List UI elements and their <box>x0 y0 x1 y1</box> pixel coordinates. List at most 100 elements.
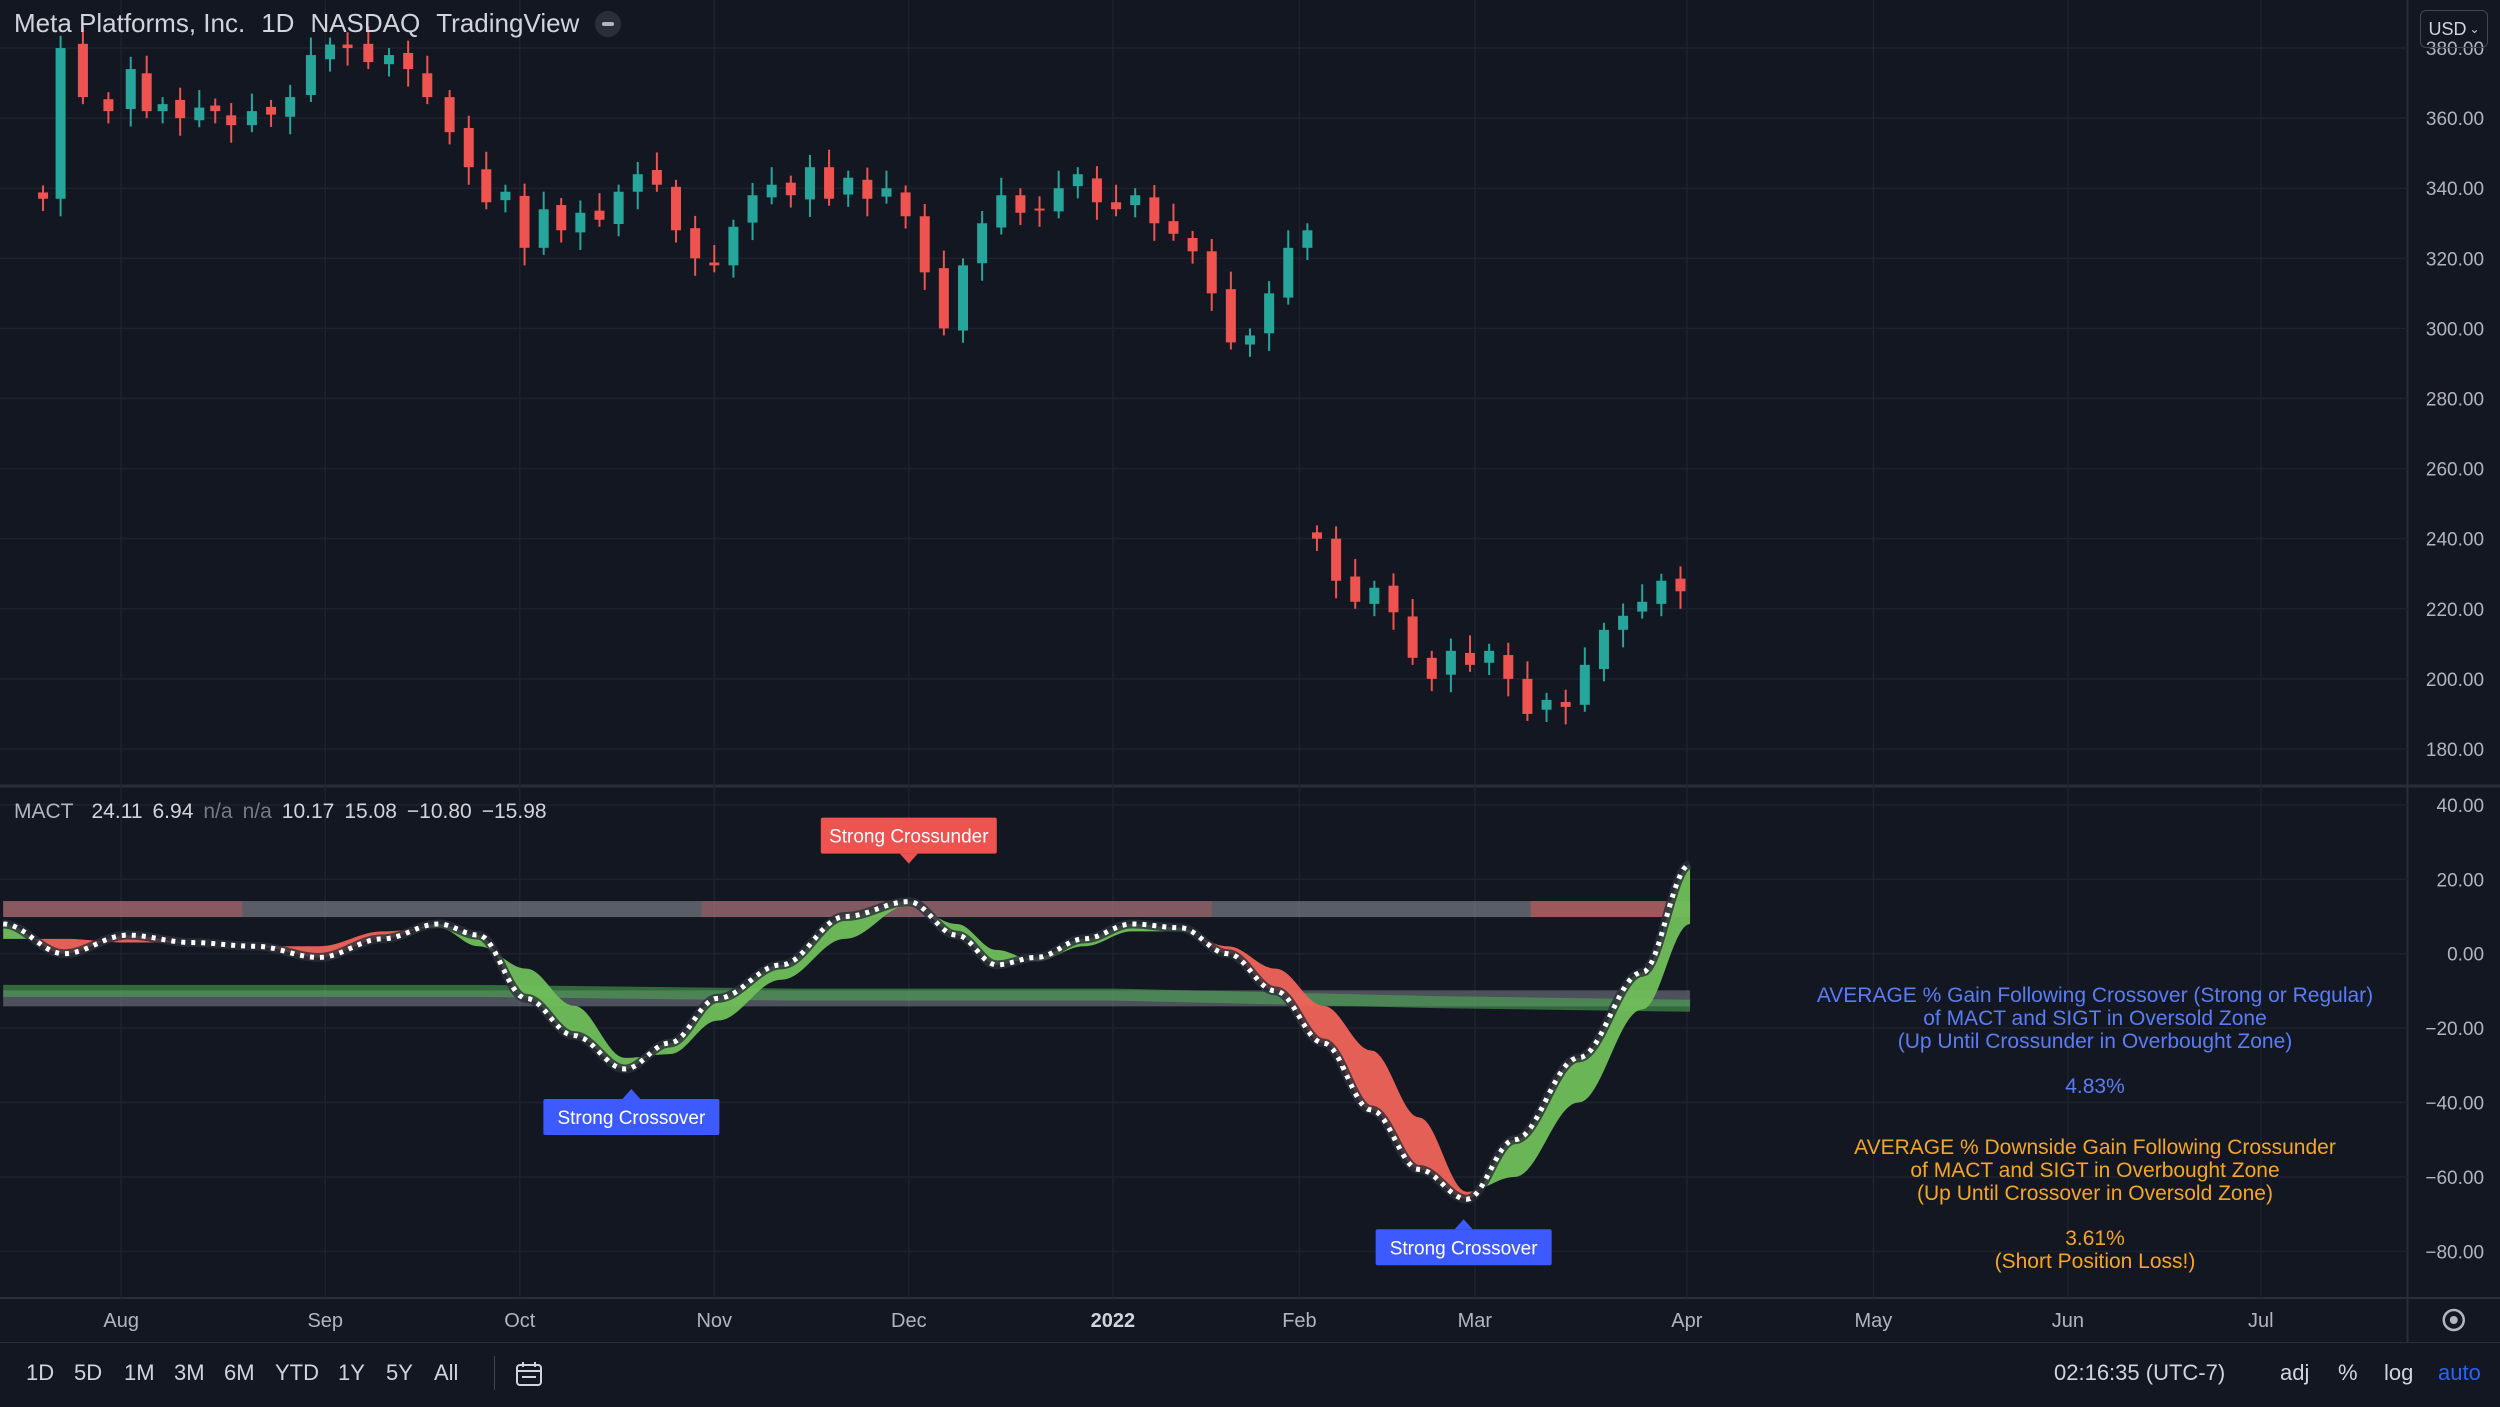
bottom-toolbar <box>0 1342 2500 1407</box>
candle <box>843 170 854 207</box>
candle <box>1503 642 1514 697</box>
candle <box>1206 239 1217 311</box>
timeframe-1y[interactable]: 1Y <box>338 1360 365 1385</box>
candle <box>305 37 316 103</box>
candle <box>246 93 257 133</box>
timeframe-all[interactable]: All <box>434 1360 459 1385</box>
timeframe-1m[interactable]: 1M <box>124 1360 155 1385</box>
indicator-value-2: 6.94 <box>152 800 194 823</box>
candle <box>481 151 492 210</box>
timeframe-5y[interactable]: 5Y <box>386 1360 413 1385</box>
candle <box>1445 638 1456 693</box>
candle <box>1656 573 1667 617</box>
indicator-value-7: −10.80 <box>406 800 472 823</box>
gain-stats-value: 4.83% <box>2065 1075 2125 1098</box>
candle <box>363 26 374 70</box>
candle <box>824 149 835 206</box>
candle <box>1015 188 1026 226</box>
candle <box>766 167 777 205</box>
candle <box>1484 643 1495 676</box>
indicator-value-4: n/a <box>242 800 272 823</box>
time-tick-label: 2022 <box>1091 1310 1136 1332</box>
collapse-legend-button[interactable] <box>595 10 622 37</box>
candle <box>38 185 49 212</box>
timeframe-3m[interactable]: 3M <box>174 1360 205 1385</box>
candle <box>556 198 567 243</box>
candle <box>1522 661 1533 721</box>
price-tick-label: 240.00 <box>2426 530 2484 551</box>
price-tick-label: 200.00 <box>2426 670 2484 691</box>
loss-stats-value: 3.61% <box>2065 1227 2125 1250</box>
log-toggle[interactable]: log <box>2384 1360 2414 1385</box>
candle <box>632 161 643 210</box>
overbought-tint-right <box>1530 901 1691 918</box>
timezone-clock[interactable]: 02:16:35 (UTC-7) <box>2054 1360 2226 1385</box>
candle <box>55 35 66 217</box>
time-tick-label: Aug <box>103 1310 139 1332</box>
loss-stats-title-2: of MACT and SIGT in Overbought Zone <box>1910 1159 2280 1182</box>
indicator-value-3: n/a <box>203 800 233 823</box>
candle <box>1072 167 1083 199</box>
candle <box>266 99 277 127</box>
symbol-header: Meta Platforms, Inc. 1D NASDAQ TradingVi… <box>14 8 622 39</box>
timeframe-ytd[interactable]: YTD <box>275 1360 319 1385</box>
candle <box>1091 166 1102 220</box>
signal-label: Strong Crossover <box>543 1089 720 1136</box>
time-tick-label: Jun <box>2052 1310 2084 1332</box>
bearish-fill <box>1198 936 1483 1200</box>
symbol-interval[interactable]: 1D <box>261 8 295 38</box>
candle <box>1034 196 1045 227</box>
candle <box>1541 692 1552 722</box>
candle <box>175 87 186 136</box>
candle <box>594 193 605 227</box>
timeframe-6m[interactable]: 6M <box>224 1360 255 1385</box>
candle <box>519 183 530 266</box>
price-tick-label: 180.00 <box>2426 740 2484 761</box>
candle <box>785 175 796 208</box>
loss-stats-title-3: (Up Until Crossover in Oversold Zone) <box>1917 1182 2273 1205</box>
candle <box>538 191 549 255</box>
time-tick-label: Jul <box>2248 1310 2274 1332</box>
currency-selector[interactable]: USD ⌄ <box>2420 10 2488 48</box>
settings-gear-icon[interactable] <box>2442 1308 2466 1332</box>
bullish-fill <box>497 901 1027 1070</box>
price-tick-label: 340.00 <box>2426 179 2484 200</box>
date-range-icon[interactable] <box>514 1360 544 1388</box>
symbol-name[interactable]: Meta Platforms, Inc. <box>14 8 246 38</box>
adj-toggle[interactable]: adj <box>2280 1360 2310 1385</box>
candle <box>1149 185 1160 241</box>
candle <box>403 40 414 87</box>
candle <box>463 115 474 185</box>
symbol-source: TradingView <box>436 8 580 38</box>
indicator-name[interactable]: MACT <box>14 800 74 823</box>
auto-scale-toggle[interactable]: auto <box>2438 1360 2481 1385</box>
currency-label: USD <box>2428 18 2467 39</box>
candle <box>422 55 433 105</box>
percent-toggle[interactable]: % <box>2338 1360 2358 1385</box>
candle <box>1426 650 1437 692</box>
indicator-legend[interactable]: MACT 24.11 6.94 n/a n/a 10.17 15.08 −10.… <box>14 800 547 824</box>
loss-stats-note: (Short Position Loss!) <box>1994 1250 2196 1273</box>
minus-icon <box>602 21 615 26</box>
candle <box>1187 230 1198 264</box>
candle <box>862 167 873 217</box>
candle <box>1111 184 1122 217</box>
timeframe-5d[interactable]: 5D <box>74 1360 103 1385</box>
time-tick-label: May <box>1855 1310 1893 1332</box>
timeframe-1d[interactable]: 1D <box>26 1360 55 1385</box>
indicator-value-1: 24.11 <box>91 800 143 823</box>
time-tick-label: Oct <box>504 1310 536 1332</box>
candle <box>342 32 353 66</box>
candle <box>444 90 455 145</box>
overbought-tint-mid <box>701 901 1212 918</box>
candle <box>1369 580 1380 617</box>
indicator-tick-label: −80.00 <box>2425 1242 2484 1263</box>
signal-label-text: Strong Crossover <box>557 1108 706 1129</box>
candle <box>881 170 892 204</box>
indicator-tick-label: 20.00 <box>2437 870 2485 891</box>
chevron-down-icon: ⌄ <box>2469 22 2480 36</box>
price-tick-label: 360.00 <box>2426 109 2484 130</box>
indicator-tick-label: −20.00 <box>2425 1019 2484 1040</box>
candle <box>804 154 815 217</box>
